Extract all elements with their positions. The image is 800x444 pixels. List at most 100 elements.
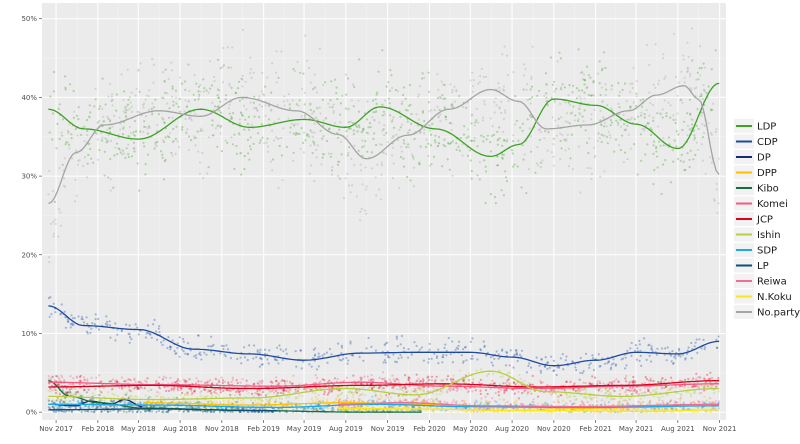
poll-point (433, 352, 436, 355)
poll-point (282, 389, 286, 393)
poll-point (176, 342, 179, 345)
poll-point (170, 151, 173, 154)
poll-point (345, 409, 348, 412)
poll-point (655, 150, 658, 153)
poll-point (639, 349, 642, 352)
poll-point (679, 99, 682, 102)
poll-point (155, 410, 158, 414)
poll-point (87, 388, 90, 391)
poll-point (66, 391, 70, 394)
poll-point (591, 375, 594, 378)
poll-point (207, 400, 210, 403)
poll-point (124, 108, 127, 111)
poll-point (703, 395, 706, 398)
poll-point (645, 124, 648, 127)
poll-point (260, 388, 263, 391)
poll-point (427, 142, 430, 145)
poll-point (139, 401, 142, 404)
poll-point (327, 391, 330, 394)
poll-point (115, 109, 118, 112)
poll-point (216, 124, 219, 128)
poll-point (294, 390, 297, 393)
poll-point (384, 361, 387, 364)
poll-point (662, 401, 665, 404)
poll-point (267, 118, 271, 121)
poll-point (263, 348, 267, 351)
poll-point (430, 163, 433, 166)
poll-point (443, 410, 447, 413)
poll-point (104, 103, 107, 106)
poll-point (604, 66, 607, 70)
poll-point (519, 377, 522, 380)
poll-point (623, 399, 627, 402)
poll-point (100, 139, 104, 142)
poll-point (544, 130, 547, 133)
poll-point (611, 382, 614, 385)
poll-point (197, 334, 200, 337)
poll-point (78, 383, 81, 386)
poll-point (692, 411, 695, 414)
poll-point (345, 409, 349, 412)
poll-point (212, 134, 215, 137)
poll-point (676, 386, 679, 389)
poll-point (443, 83, 446, 87)
poll-point (372, 378, 375, 381)
poll-point (579, 125, 583, 128)
poll-point (255, 407, 258, 410)
poll-point (154, 98, 157, 101)
poll-point (691, 378, 694, 381)
poll-point (484, 201, 487, 205)
poll-point (574, 366, 577, 369)
poll-point (455, 148, 458, 151)
poll-point (351, 354, 354, 357)
poll-point (382, 361, 385, 364)
poll-point (107, 176, 110, 179)
poll-point (449, 410, 452, 414)
poll-point (231, 410, 234, 413)
poll-point (143, 409, 146, 412)
poll-point (289, 381, 292, 384)
poll-point (398, 398, 401, 401)
poll-point (127, 401, 131, 404)
poll-point (530, 116, 533, 119)
poll-point (483, 159, 486, 162)
poll-point (486, 392, 489, 396)
poll-point (173, 381, 176, 384)
poll-point (110, 400, 113, 403)
poll-point (424, 400, 427, 403)
poll-point (138, 189, 141, 192)
poll-point (146, 409, 149, 412)
poll-point (147, 389, 150, 393)
poll-point (280, 154, 283, 157)
poll-point (161, 156, 164, 159)
poll-point (626, 118, 629, 121)
poll-point (404, 405, 407, 408)
poll-point (184, 381, 187, 384)
poll-point (526, 118, 529, 121)
poll-point (318, 407, 322, 410)
poll-point (643, 113, 646, 116)
poll-point (653, 168, 656, 172)
poll-point (590, 398, 593, 401)
poll-point (136, 326, 139, 329)
poll-point (550, 393, 553, 396)
poll-point (674, 407, 677, 410)
poll-point (158, 387, 161, 390)
poll-point (421, 110, 424, 113)
poll-point (600, 390, 603, 393)
poll-point (489, 382, 492, 385)
poll-point (590, 94, 593, 97)
poll-point (656, 396, 659, 399)
poll-point (124, 111, 127, 114)
poll-point (608, 387, 612, 390)
poll-point (75, 375, 78, 378)
poll-point (684, 358, 687, 361)
poll-point (167, 336, 170, 339)
poll-point (288, 389, 292, 392)
poll-point (225, 344, 228, 347)
poll-point (715, 346, 719, 349)
poll-point (277, 137, 280, 140)
poll-point (312, 406, 315, 409)
poll-point (285, 396, 288, 399)
poll-point (375, 143, 378, 147)
